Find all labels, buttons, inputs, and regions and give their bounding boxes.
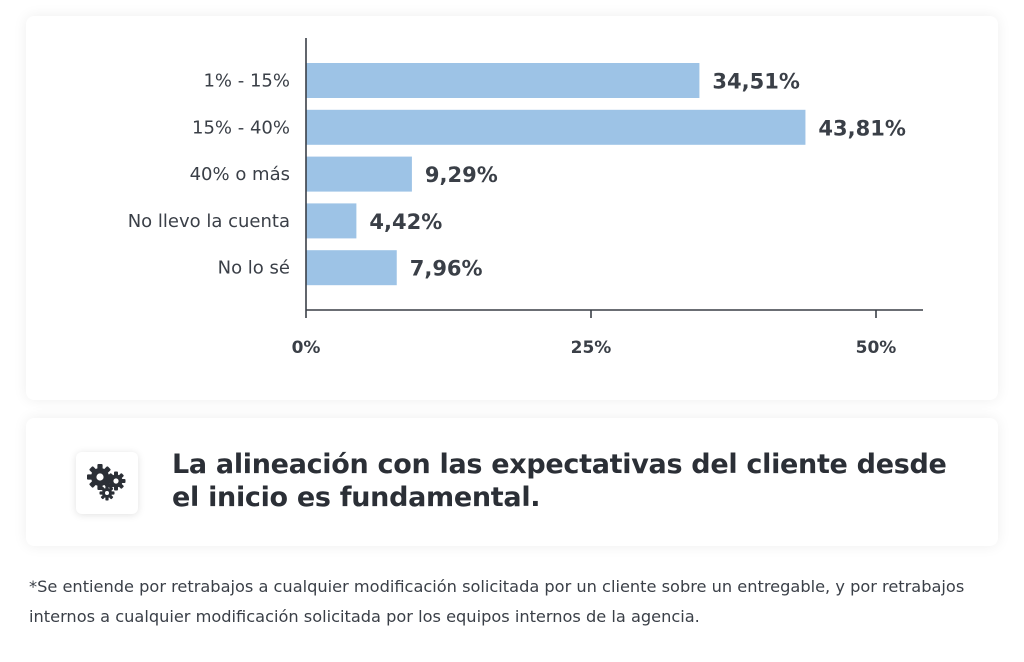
x-tick-label-2: 50% xyxy=(856,338,897,358)
bar-2 xyxy=(306,156,412,192)
category-label-1: 15% - 40% xyxy=(192,117,290,138)
x-tick-label-1: 25% xyxy=(571,338,612,358)
bar-0 xyxy=(306,63,700,98)
x-tick-label-0: 0% xyxy=(292,338,321,358)
value-label-3: 4,42% xyxy=(369,210,442,234)
category-label-4: No lo sé xyxy=(218,258,290,279)
footnote: *Se entiende por retrabajos a cualquier … xyxy=(29,577,965,626)
chart-card: 1% - 15% 34,51% 15% - 40% 43,81% 40% o más 9,… xyxy=(26,16,998,400)
bar-chart: 1% - 15% 34,51% 15% - 40% 43,81% 40% o más 9,… xyxy=(128,38,923,358)
callout-text: La alineación con las expectativas del c… xyxy=(172,448,972,514)
callout-text-emphasis: fundamental. xyxy=(339,482,541,513)
value-label-1: 43,81% xyxy=(818,116,905,140)
value-label-2: 9,29% xyxy=(425,163,498,187)
bar-3 xyxy=(306,203,357,239)
bar-4 xyxy=(306,250,397,286)
category-label-0: 1% - 15% xyxy=(203,71,290,92)
callout-card: La alineación con las expectativas del c… xyxy=(26,418,998,546)
callout-text-main: La alineación con las expectativas del c… xyxy=(172,449,947,513)
gears-icon xyxy=(76,452,138,514)
bar-1 xyxy=(306,109,806,145)
value-label-0: 34,51% xyxy=(712,70,799,94)
gears-icon-graphic xyxy=(87,464,126,501)
value-label-4: 7,96% xyxy=(410,257,483,281)
category-label-2: 40% o más xyxy=(190,164,290,185)
category-label-3: No llevo la cuenta xyxy=(128,211,290,232)
